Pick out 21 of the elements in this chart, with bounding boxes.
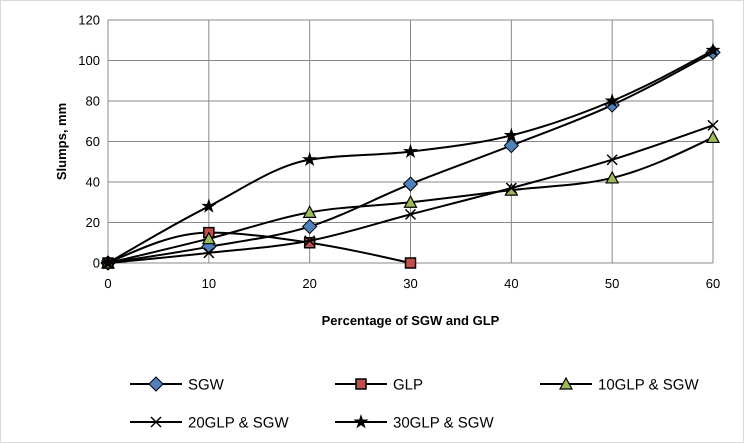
legend-label: GLP bbox=[393, 376, 424, 394]
x-tick-label: 40 bbox=[504, 276, 519, 291]
legend-label: 30GLP & SGW bbox=[393, 414, 494, 432]
x-tick-label: 60 bbox=[706, 276, 720, 291]
legend-label: 10GLP & SGW bbox=[598, 376, 700, 394]
y-tick-label: 40 bbox=[86, 174, 100, 190]
x-tick-label: 50 bbox=[604, 276, 620, 291]
x-axis-title: Percentage of SGW and GLP bbox=[322, 313, 500, 328]
y-tick-label: 20 bbox=[86, 215, 100, 230]
x-tick-label: 10 bbox=[202, 276, 216, 291]
x-tick-label: 0 bbox=[104, 276, 112, 291]
x-tick-label: 30 bbox=[403, 276, 418, 291]
y-tick-label: 100 bbox=[78, 53, 100, 68]
legend-label: 20GLP & SGW bbox=[188, 414, 290, 432]
y-tick-label: 120 bbox=[78, 12, 100, 28]
y-tick-label: 60 bbox=[86, 134, 100, 150]
legend-label: SGW bbox=[188, 376, 225, 394]
y-tick-label: 0 bbox=[92, 256, 100, 271]
y-axis-title: Slumps, mm bbox=[54, 102, 69, 180]
y-tick-label: 80 bbox=[86, 94, 100, 109]
x-tick-label: 20 bbox=[302, 276, 317, 291]
